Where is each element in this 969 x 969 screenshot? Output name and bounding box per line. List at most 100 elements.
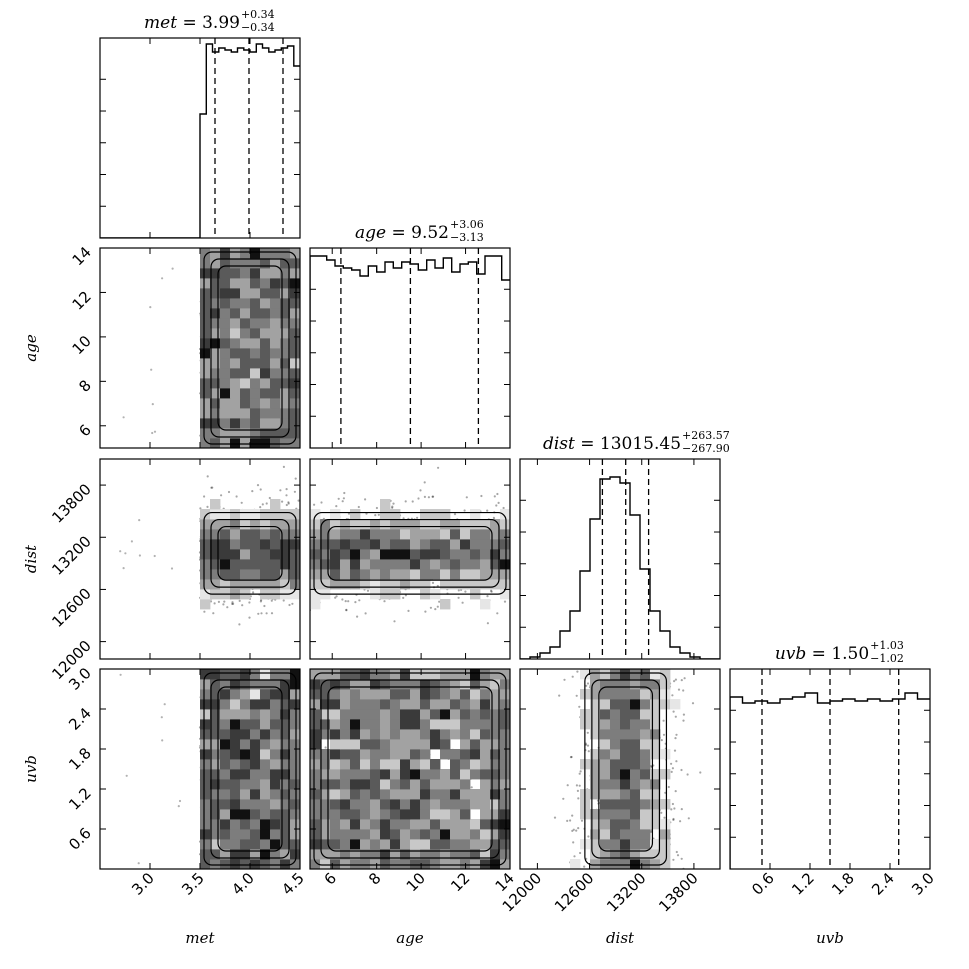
density-bin [360,519,371,530]
density-bin [200,519,211,530]
scatter-point [357,505,360,509]
scatter-point [209,600,213,603]
density-bin [250,579,261,590]
density-bin [330,549,341,560]
density-bin [250,298,261,309]
density-bin [340,549,351,560]
density-bin [200,368,211,379]
scatter-point [496,612,499,615]
scatter-point [461,601,464,604]
scatter-point [256,484,260,487]
density-bin [290,358,300,369]
density-bin [310,539,321,550]
density-bin [260,519,271,530]
density-bin [220,248,231,259]
density-bin [240,519,251,530]
scatter-point [404,500,407,503]
density-bin [320,569,331,580]
contour-line [320,518,500,588]
scatter-point [238,599,241,603]
density-bin [210,539,221,550]
density-bin [270,358,281,369]
density-bin [500,539,510,550]
density-bin [200,398,211,409]
density-bin [230,358,241,369]
density-bin [200,288,211,299]
scatter-point [282,465,285,468]
scatter-point [287,501,290,504]
density-bin [330,579,341,590]
density-bin [250,398,261,409]
density-bin [500,519,510,530]
scatter-point [493,495,496,498]
density-bin [320,539,331,550]
density-bin [270,428,281,439]
density-bin [260,328,271,339]
density-bin [250,378,261,389]
density-bin [220,378,231,389]
scatter-point [211,486,214,489]
density-bin [330,569,341,580]
density-bin [270,308,281,319]
density-bin [260,579,271,590]
density-bin [500,579,510,590]
contour-line [327,525,493,581]
density-bin [370,559,381,570]
density-bin [250,418,261,429]
scatter-point [497,501,500,504]
density-bin [330,539,341,550]
density-bin [270,348,281,359]
density-bin [230,438,241,448]
density-bin [210,579,221,590]
density-bin [200,348,211,359]
scatter-point [153,430,157,433]
density-bin [240,418,251,429]
density-bin [230,368,241,379]
scatter-point [356,615,359,618]
density-bin [490,549,501,560]
density-bin [210,358,221,369]
density-bin [230,559,241,570]
density-bin [230,348,241,359]
density-bin [220,318,231,329]
density-bin [290,418,300,429]
scatter-point [150,368,153,371]
scatter-point [170,567,174,570]
density-bin [360,539,371,550]
density-bin [270,438,281,448]
density-bin [290,328,300,339]
density-bin [280,248,291,259]
density-bin [260,539,271,550]
density-bin [240,308,251,319]
scatter-point [259,506,262,509]
density-bin [480,559,491,570]
density-bin [280,348,291,359]
scatter-point [206,475,209,478]
density-bin [270,408,281,419]
density-bin [400,569,411,580]
density-bin [330,509,341,520]
density-bin [470,519,481,530]
density-bin [360,529,371,540]
density-bin [210,398,221,409]
density-bin [270,398,281,409]
density-bin [420,569,431,580]
density-bin [210,569,221,580]
scatter-point [335,505,338,508]
scatter-point [464,590,467,593]
density-bin [220,438,231,448]
density-bin [390,519,401,530]
density-bin [330,559,341,570]
scatter-point [212,612,215,615]
density-bin [480,529,491,540]
density-bin [290,318,300,329]
density-bin [210,388,221,399]
density-bin [390,569,401,580]
density-bin [240,559,251,570]
scatter-point [252,591,255,594]
scatter-point [288,603,291,607]
contour-line [217,265,283,431]
scatter-point [260,599,263,602]
density-bin [240,258,251,269]
